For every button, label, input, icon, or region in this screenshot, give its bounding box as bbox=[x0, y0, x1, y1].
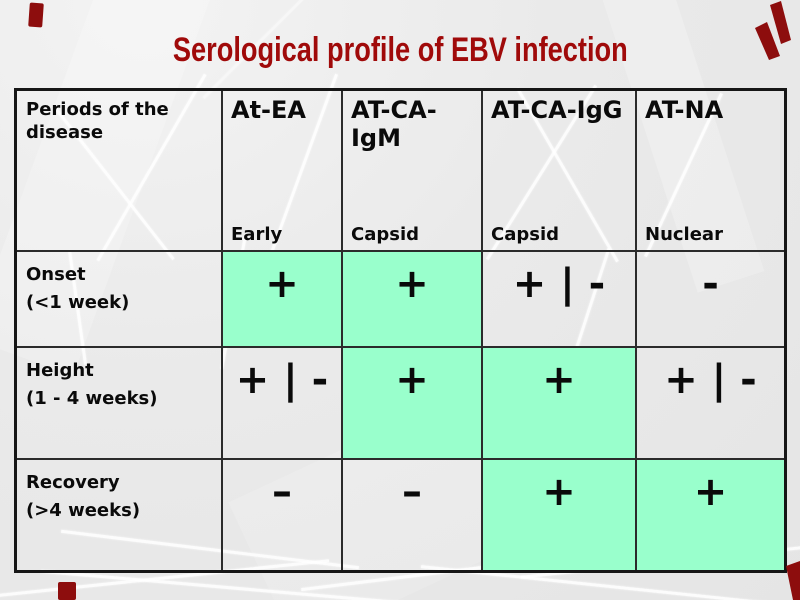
column-abbr: AT-CA-IgG bbox=[491, 96, 623, 124]
column-header-at-ea: At-EA Early bbox=[223, 91, 343, 252]
column-antigen-type: Nuclear bbox=[645, 224, 723, 245]
value-cell: - bbox=[637, 252, 784, 348]
value-cell: + bbox=[223, 252, 343, 348]
column-antigen-type: Capsid bbox=[351, 224, 420, 245]
value-cell: + bbox=[483, 460, 637, 570]
value-cell: + bbox=[483, 348, 637, 460]
row-label-height: Height (1 - 4 weeks) bbox=[17, 348, 223, 460]
period-timeframe: (1 - 4 weeks) bbox=[26, 387, 158, 409]
column-header-at-ca-igm: AT-CA-IgM Capsid bbox=[343, 91, 483, 252]
value-cell: + bbox=[637, 460, 784, 570]
value-cell: + bbox=[343, 252, 483, 348]
column-antigen-type: Capsid bbox=[491, 224, 560, 245]
table-corner-header: Periods of the disease bbox=[17, 91, 223, 252]
value-cell: + | - bbox=[223, 348, 343, 460]
period-name: Recovery bbox=[26, 472, 120, 493]
column-antigen-type: Early bbox=[231, 224, 283, 245]
period-name: Onset bbox=[26, 264, 86, 285]
value-cell: – bbox=[343, 460, 483, 570]
column-header-at-ca-igg: AT-CA-IgG Capsid bbox=[483, 91, 637, 252]
value-cell: + | - bbox=[637, 348, 784, 460]
period-name: Height bbox=[26, 360, 94, 381]
period-timeframe: (>4 weeks) bbox=[26, 499, 141, 521]
value-cell: + bbox=[343, 348, 483, 460]
row-label-recovery: Recovery (>4 weeks) bbox=[17, 460, 223, 570]
slide-title-text: Serological profile of EBV infection bbox=[172, 31, 628, 69]
serology-table: Periods of the disease At-EA Early AT-CA… bbox=[14, 88, 787, 573]
column-header-at-na: AT-NA Nuclear bbox=[637, 91, 784, 252]
value-cell: – bbox=[223, 460, 343, 570]
value-cell: + | - bbox=[483, 252, 637, 348]
column-abbr: At-EA bbox=[231, 96, 306, 124]
column-abbr: AT-CA-IgM bbox=[351, 96, 437, 152]
row-label-onset: Onset (<1 week) bbox=[17, 252, 223, 348]
period-timeframe: (<1 week) bbox=[26, 291, 130, 313]
column-abbr: AT-NA bbox=[645, 96, 724, 124]
slide-title: Serological profile of EBV infection bbox=[0, 33, 800, 67]
